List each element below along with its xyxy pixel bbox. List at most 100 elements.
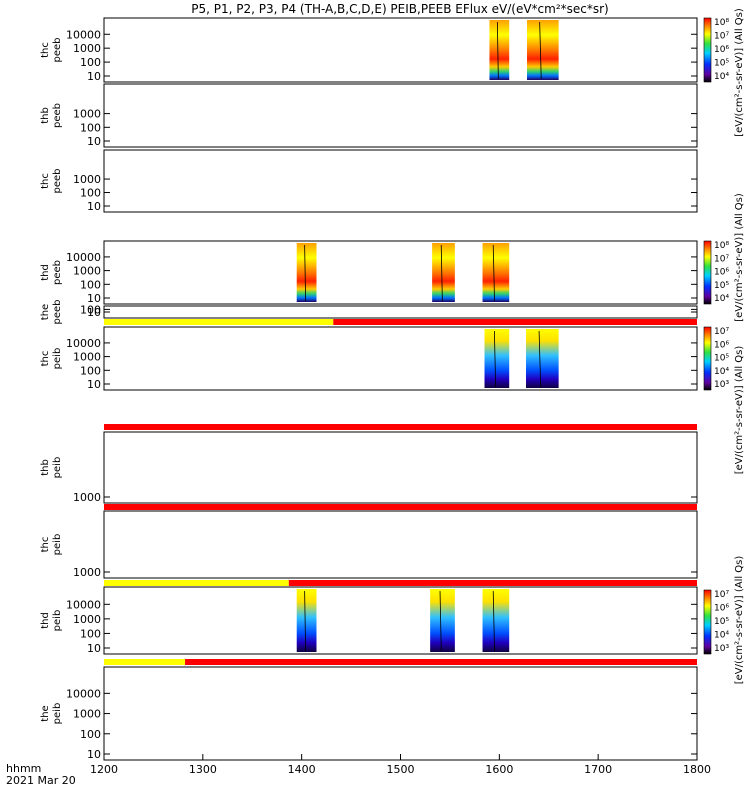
spectrogram-block xyxy=(296,589,317,652)
quality-flag-red xyxy=(104,424,697,430)
y-axis-label: the xyxy=(40,304,51,320)
y-axis-label: thc xyxy=(40,537,51,553)
y-tick-label: 100 xyxy=(80,278,101,291)
colorbar-unit-label: [eV/(cm²-s-sr-eV)] (All Qs) xyxy=(734,193,745,322)
quality-flag-red xyxy=(333,319,697,325)
y-tick-label: 100 xyxy=(80,364,101,377)
y-tick-label: 1000 xyxy=(73,42,101,55)
y-tick-label: 1000 xyxy=(73,566,101,579)
y-axis-label: peib xyxy=(52,534,63,556)
y-axis-label: peib xyxy=(52,703,63,725)
colorbar-tick-label: 10⁵ xyxy=(714,281,729,291)
y-tick-label: 1000 xyxy=(73,613,101,626)
spacecraft-potential-trace xyxy=(440,244,443,302)
spacecraft-potential-trace xyxy=(493,330,497,388)
x-tick-label: 1700 xyxy=(584,763,612,776)
y-tick-label: 10000 xyxy=(66,28,101,41)
spacecraft-potential-trace xyxy=(538,330,542,388)
colorbar: 10³ 10⁴ 10⁵ 10⁶ 10⁷ xyxy=(703,326,729,391)
spacecraft-potential-trace xyxy=(304,590,307,652)
colorbar-tick-label: 10⁴ xyxy=(714,631,729,641)
y-axis-label: thc xyxy=(40,42,51,58)
y-tick-label: 10 xyxy=(87,292,101,305)
colorbar-tick-label: 10⁷ xyxy=(714,327,729,337)
colorbar-gradient xyxy=(703,17,712,83)
spectrogram-block xyxy=(484,329,510,388)
y-axis-label: peeb xyxy=(52,38,63,63)
y-tick-label: 100 xyxy=(80,187,101,200)
y-tick-label: 10 xyxy=(87,200,101,213)
y-axis-label: thd xyxy=(40,612,51,629)
y-axis-label: peeb xyxy=(52,169,63,194)
y-tick-label: 1000 xyxy=(73,173,101,186)
y-axis-label: peib xyxy=(52,457,63,479)
panel-the-peib: 10 100 1000 10000 the peib xyxy=(40,666,698,761)
colorbar-gradient xyxy=(703,589,712,655)
x-tick-label: 1300 xyxy=(189,763,217,776)
quality-flag-red xyxy=(288,580,697,586)
x-tick-label: 1500 xyxy=(387,763,415,776)
y-tick-label: 1000 xyxy=(73,351,101,364)
spacecraft-potential-trace xyxy=(304,244,307,302)
spectrogram-block xyxy=(482,589,510,652)
spectrogram-block xyxy=(526,329,559,388)
colorbar-tick-label: 10³ xyxy=(714,380,729,390)
y-axis-label: peib xyxy=(52,610,63,632)
colorbar-tick-label: 10⁶ xyxy=(714,340,729,350)
panel-frame xyxy=(103,305,698,319)
colorbar-gradient xyxy=(703,240,712,305)
colorbar-tick-label: 10⁷ xyxy=(714,254,729,264)
colorbar-tick-label: 10⁵ xyxy=(714,354,729,364)
y-axis-label: thc xyxy=(40,351,51,367)
y-axis-label: thb xyxy=(40,459,51,476)
colorbar-tick-label: 10⁴ xyxy=(714,367,729,377)
x-axis-label-date: 2021 Mar 20 xyxy=(6,774,76,787)
quality-flag-yellow xyxy=(104,659,186,665)
figure-title: P5, P1, P2, P3, P4 (TH-A,B,C,D,E) PEIB,P… xyxy=(191,2,608,16)
spacecraft-potential-trace xyxy=(492,590,495,652)
x-tick-label: 1600 xyxy=(485,763,513,776)
colorbar-unit-label: [eV/(cm²-s-sr-eV)] (All Qs) xyxy=(734,346,745,475)
y-tick-label: 1000 xyxy=(73,708,101,721)
x-axis-label-hhmm: hhmm xyxy=(6,762,41,775)
spectrogram-block xyxy=(482,243,510,302)
y-tick-label: 10 xyxy=(87,748,101,761)
quality-flag-red xyxy=(104,504,697,510)
colorbar-tick-label: 10⁸ xyxy=(714,241,729,251)
x-tick-label: 1200 xyxy=(90,763,118,776)
colorbar-tick-label: 10⁴ xyxy=(714,72,729,82)
y-tick-label: 10 xyxy=(87,306,101,319)
spectrogram-block xyxy=(432,243,455,302)
y-tick-label: 10000 xyxy=(66,337,101,350)
colorbar: 10⁴ 10⁵ 10⁶ 10⁷ 10⁸ xyxy=(703,17,729,83)
spectrogram-block xyxy=(430,589,455,652)
spacecraft-potential-trace xyxy=(496,21,499,80)
panel-thc-peib: 1000 thc peib xyxy=(40,510,698,586)
y-axis-label: peib xyxy=(52,348,63,370)
y-tick-label: 100 xyxy=(80,728,101,741)
colorbar: 10³ 10⁴ 10⁵ 10⁶ 10⁷ xyxy=(703,589,729,655)
y-tick-label: 100 xyxy=(80,121,101,134)
spacecraft-potential-trace xyxy=(439,590,442,652)
y-axis-label: thc xyxy=(40,173,51,189)
panel-frame xyxy=(103,326,698,391)
y-tick-label: 10 xyxy=(87,378,101,391)
panel-thb-peib: 1000 thb peib xyxy=(40,431,698,510)
x-axis: 1200 1300 1400 1500 1600 1700 1800 xyxy=(90,754,711,776)
quality-flag-yellow xyxy=(104,580,289,586)
spectrogram-block xyxy=(489,20,510,80)
y-tick-label: 10 xyxy=(87,642,101,655)
y-tick-label: 100 xyxy=(80,56,101,69)
spacecraft-potential-trace xyxy=(492,244,495,302)
y-tick-label: 10 xyxy=(87,135,101,148)
colorbar-gradient xyxy=(703,326,712,391)
colorbar: 10⁴ 10⁵ 10⁶ 10⁷ 10⁸ xyxy=(703,240,729,305)
y-tick-label: 10000 xyxy=(66,251,101,264)
panel-frame xyxy=(103,510,698,579)
